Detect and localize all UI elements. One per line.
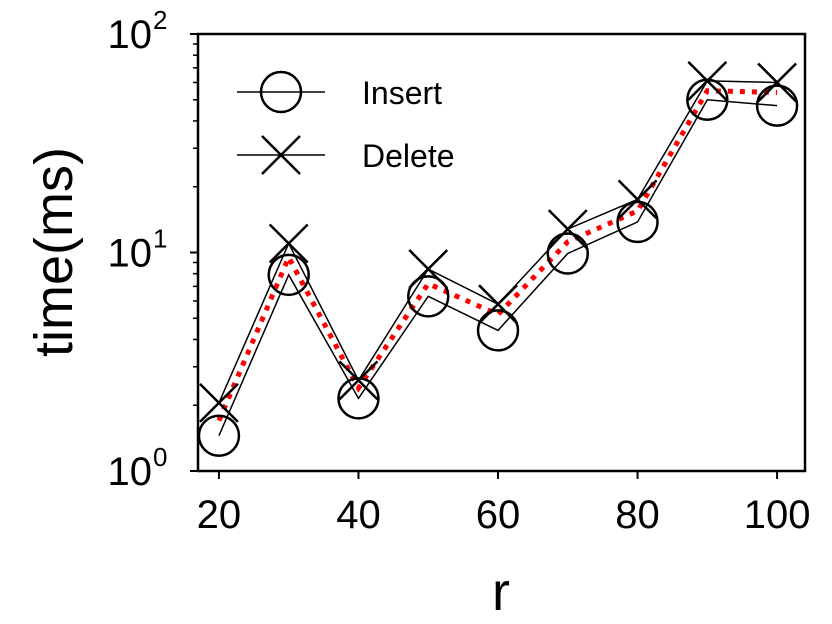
delete-series-line: [218, 80, 778, 404]
insert-marker: [406, 275, 450, 318]
legend: Insert Delete: [237, 70, 455, 175]
legend-delete-label: Delete: [362, 138, 455, 174]
legend-delete-marker: [261, 135, 301, 175]
delete-marker: [408, 249, 449, 289]
y-axis-label: time(ms): [24, 147, 84, 357]
insert-marker: [197, 414, 241, 457]
insert-marker: [616, 200, 659, 244]
y-tick-exponent: 2: [153, 5, 167, 35]
legend-insert-label: Insert: [362, 75, 442, 111]
delete-marker: [338, 360, 379, 401]
insert-marker: [476, 309, 520, 352]
insert-marker: [337, 377, 380, 420]
y-tick-exponent: 1: [153, 224, 167, 254]
delete-marker: [478, 284, 518, 325]
delete-marker: [547, 209, 588, 249]
y-tick-label: 10: [108, 13, 153, 57]
x-axis-label: r: [492, 562, 510, 622]
insert-marker: [755, 84, 799, 127]
x-tick-label: 40: [336, 493, 381, 537]
delete-marker: [617, 179, 658, 220]
x-axis-ticks: 20 40 60 80 100: [197, 471, 811, 537]
y-tick-label: 10: [108, 450, 153, 494]
insert-marker: [546, 232, 590, 275]
plot-frame: [196, 32, 807, 473]
x-tick-label: 60: [476, 493, 521, 537]
x-tick-label: 20: [197, 493, 242, 537]
insert-marker: [267, 253, 310, 297]
y-tick-label: 10: [108, 232, 153, 276]
insert-series-line: [218, 98, 778, 437]
y-tick-exponent: 0: [153, 442, 167, 472]
data-series: [197, 61, 799, 457]
delete-marker: [757, 62, 797, 103]
delete-marker: [268, 223, 309, 264]
x-tick-label: 80: [615, 493, 660, 537]
delete-marker: [687, 61, 728, 101]
legend-insert-marker: [259, 70, 303, 114]
x-tick-label: 100: [744, 493, 811, 537]
delete-marker: [199, 382, 239, 423]
